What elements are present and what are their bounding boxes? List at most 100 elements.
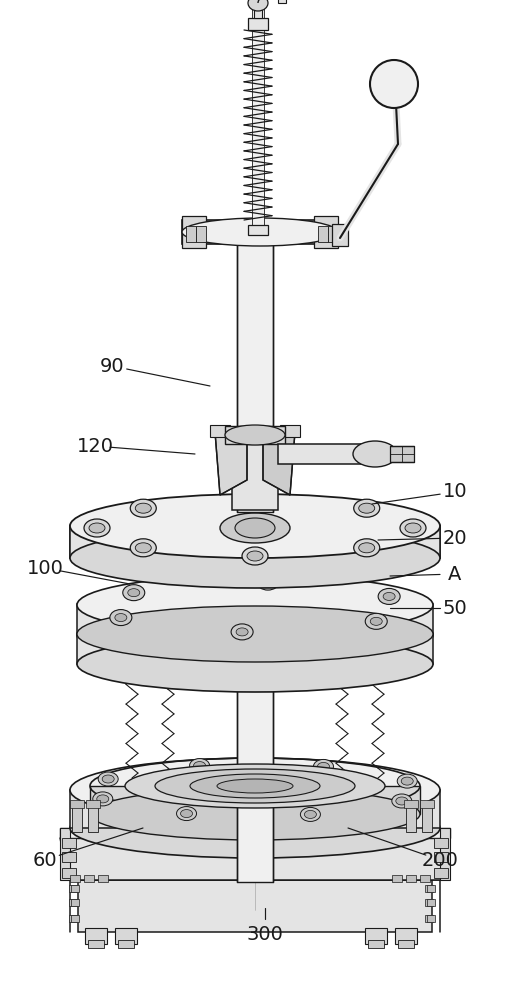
Bar [405, 875, 415, 882]
Bar [394, 928, 416, 944]
Ellipse shape [395, 797, 407, 805]
Ellipse shape [231, 624, 252, 640]
Ellipse shape [180, 810, 192, 818]
Ellipse shape [404, 523, 420, 533]
Bar [367, 940, 383, 948]
Bar [424, 899, 432, 906]
Bar [237, 512, 272, 882]
Bar [60, 828, 70, 880]
Ellipse shape [70, 494, 439, 558]
Bar [426, 899, 434, 906]
Bar [433, 868, 447, 878]
Ellipse shape [190, 774, 319, 798]
Polygon shape [367, 620, 389, 635]
Polygon shape [155, 620, 177, 635]
Ellipse shape [235, 518, 274, 538]
Bar [419, 800, 433, 808]
Ellipse shape [189, 759, 209, 773]
Ellipse shape [98, 772, 118, 786]
Bar [98, 875, 108, 882]
Ellipse shape [109, 610, 132, 626]
Ellipse shape [300, 807, 320, 821]
Ellipse shape [135, 503, 151, 513]
Ellipse shape [242, 547, 267, 565]
Bar [77, 604, 432, 634]
Bar [391, 875, 401, 882]
Text: A: A [447, 564, 461, 583]
Bar [237, 432, 272, 512]
Ellipse shape [115, 614, 127, 622]
Bar [224, 426, 285, 444]
Ellipse shape [401, 777, 412, 785]
Bar [182, 216, 206, 248]
Ellipse shape [182, 218, 337, 246]
Bar [237, 236, 272, 426]
Bar [195, 226, 206, 242]
Bar [70, 790, 439, 828]
Text: 20: 20 [442, 528, 466, 547]
Bar [277, 0, 286, 3]
Polygon shape [327, 620, 349, 635]
Ellipse shape [77, 575, 432, 635]
Bar [247, 18, 267, 30]
Bar [421, 804, 431, 832]
Ellipse shape [70, 528, 439, 588]
Ellipse shape [77, 606, 432, 662]
Ellipse shape [219, 513, 290, 543]
Bar [72, 804, 82, 832]
Ellipse shape [391, 794, 411, 808]
Ellipse shape [353, 499, 379, 517]
Text: 100: 100 [26, 558, 63, 577]
Ellipse shape [358, 503, 374, 513]
Ellipse shape [193, 762, 205, 770]
Bar [84, 875, 94, 882]
Bar [327, 226, 337, 242]
Bar [403, 800, 417, 808]
Bar [318, 226, 327, 242]
Bar [70, 526, 439, 558]
Ellipse shape [70, 798, 439, 858]
Bar [433, 838, 447, 848]
Bar [117, 632, 135, 640]
Ellipse shape [246, 495, 263, 505]
Ellipse shape [377, 588, 400, 604]
Polygon shape [60, 828, 449, 838]
Ellipse shape [130, 499, 156, 517]
Text: 50: 50 [442, 598, 466, 617]
Polygon shape [215, 432, 246, 495]
Bar [71, 885, 79, 892]
Bar [426, 915, 434, 922]
Bar [77, 634, 432, 664]
Bar [69, 885, 77, 892]
Bar [251, 8, 264, 228]
Bar [71, 915, 79, 922]
Bar [88, 804, 98, 832]
Ellipse shape [352, 441, 396, 467]
Bar [70, 526, 439, 558]
Polygon shape [115, 620, 137, 635]
Bar [88, 940, 104, 948]
Ellipse shape [224, 425, 285, 445]
Bar [69, 899, 77, 906]
Ellipse shape [247, 0, 267, 11]
Text: 60: 60 [33, 850, 57, 869]
Ellipse shape [125, 764, 384, 808]
Ellipse shape [176, 807, 196, 821]
Bar [71, 899, 79, 906]
Bar [247, 225, 267, 235]
Bar [439, 828, 449, 880]
Bar [90, 786, 419, 814]
Text: 300: 300 [246, 924, 283, 943]
Polygon shape [70, 868, 439, 880]
Bar [314, 216, 337, 248]
Bar [419, 875, 429, 882]
Bar [424, 915, 432, 922]
Ellipse shape [364, 613, 386, 629]
Bar [69, 915, 77, 922]
Ellipse shape [353, 539, 379, 557]
Bar [405, 804, 415, 832]
Bar [115, 928, 137, 944]
Ellipse shape [77, 636, 432, 692]
Bar [86, 800, 100, 808]
Bar [364, 928, 386, 944]
